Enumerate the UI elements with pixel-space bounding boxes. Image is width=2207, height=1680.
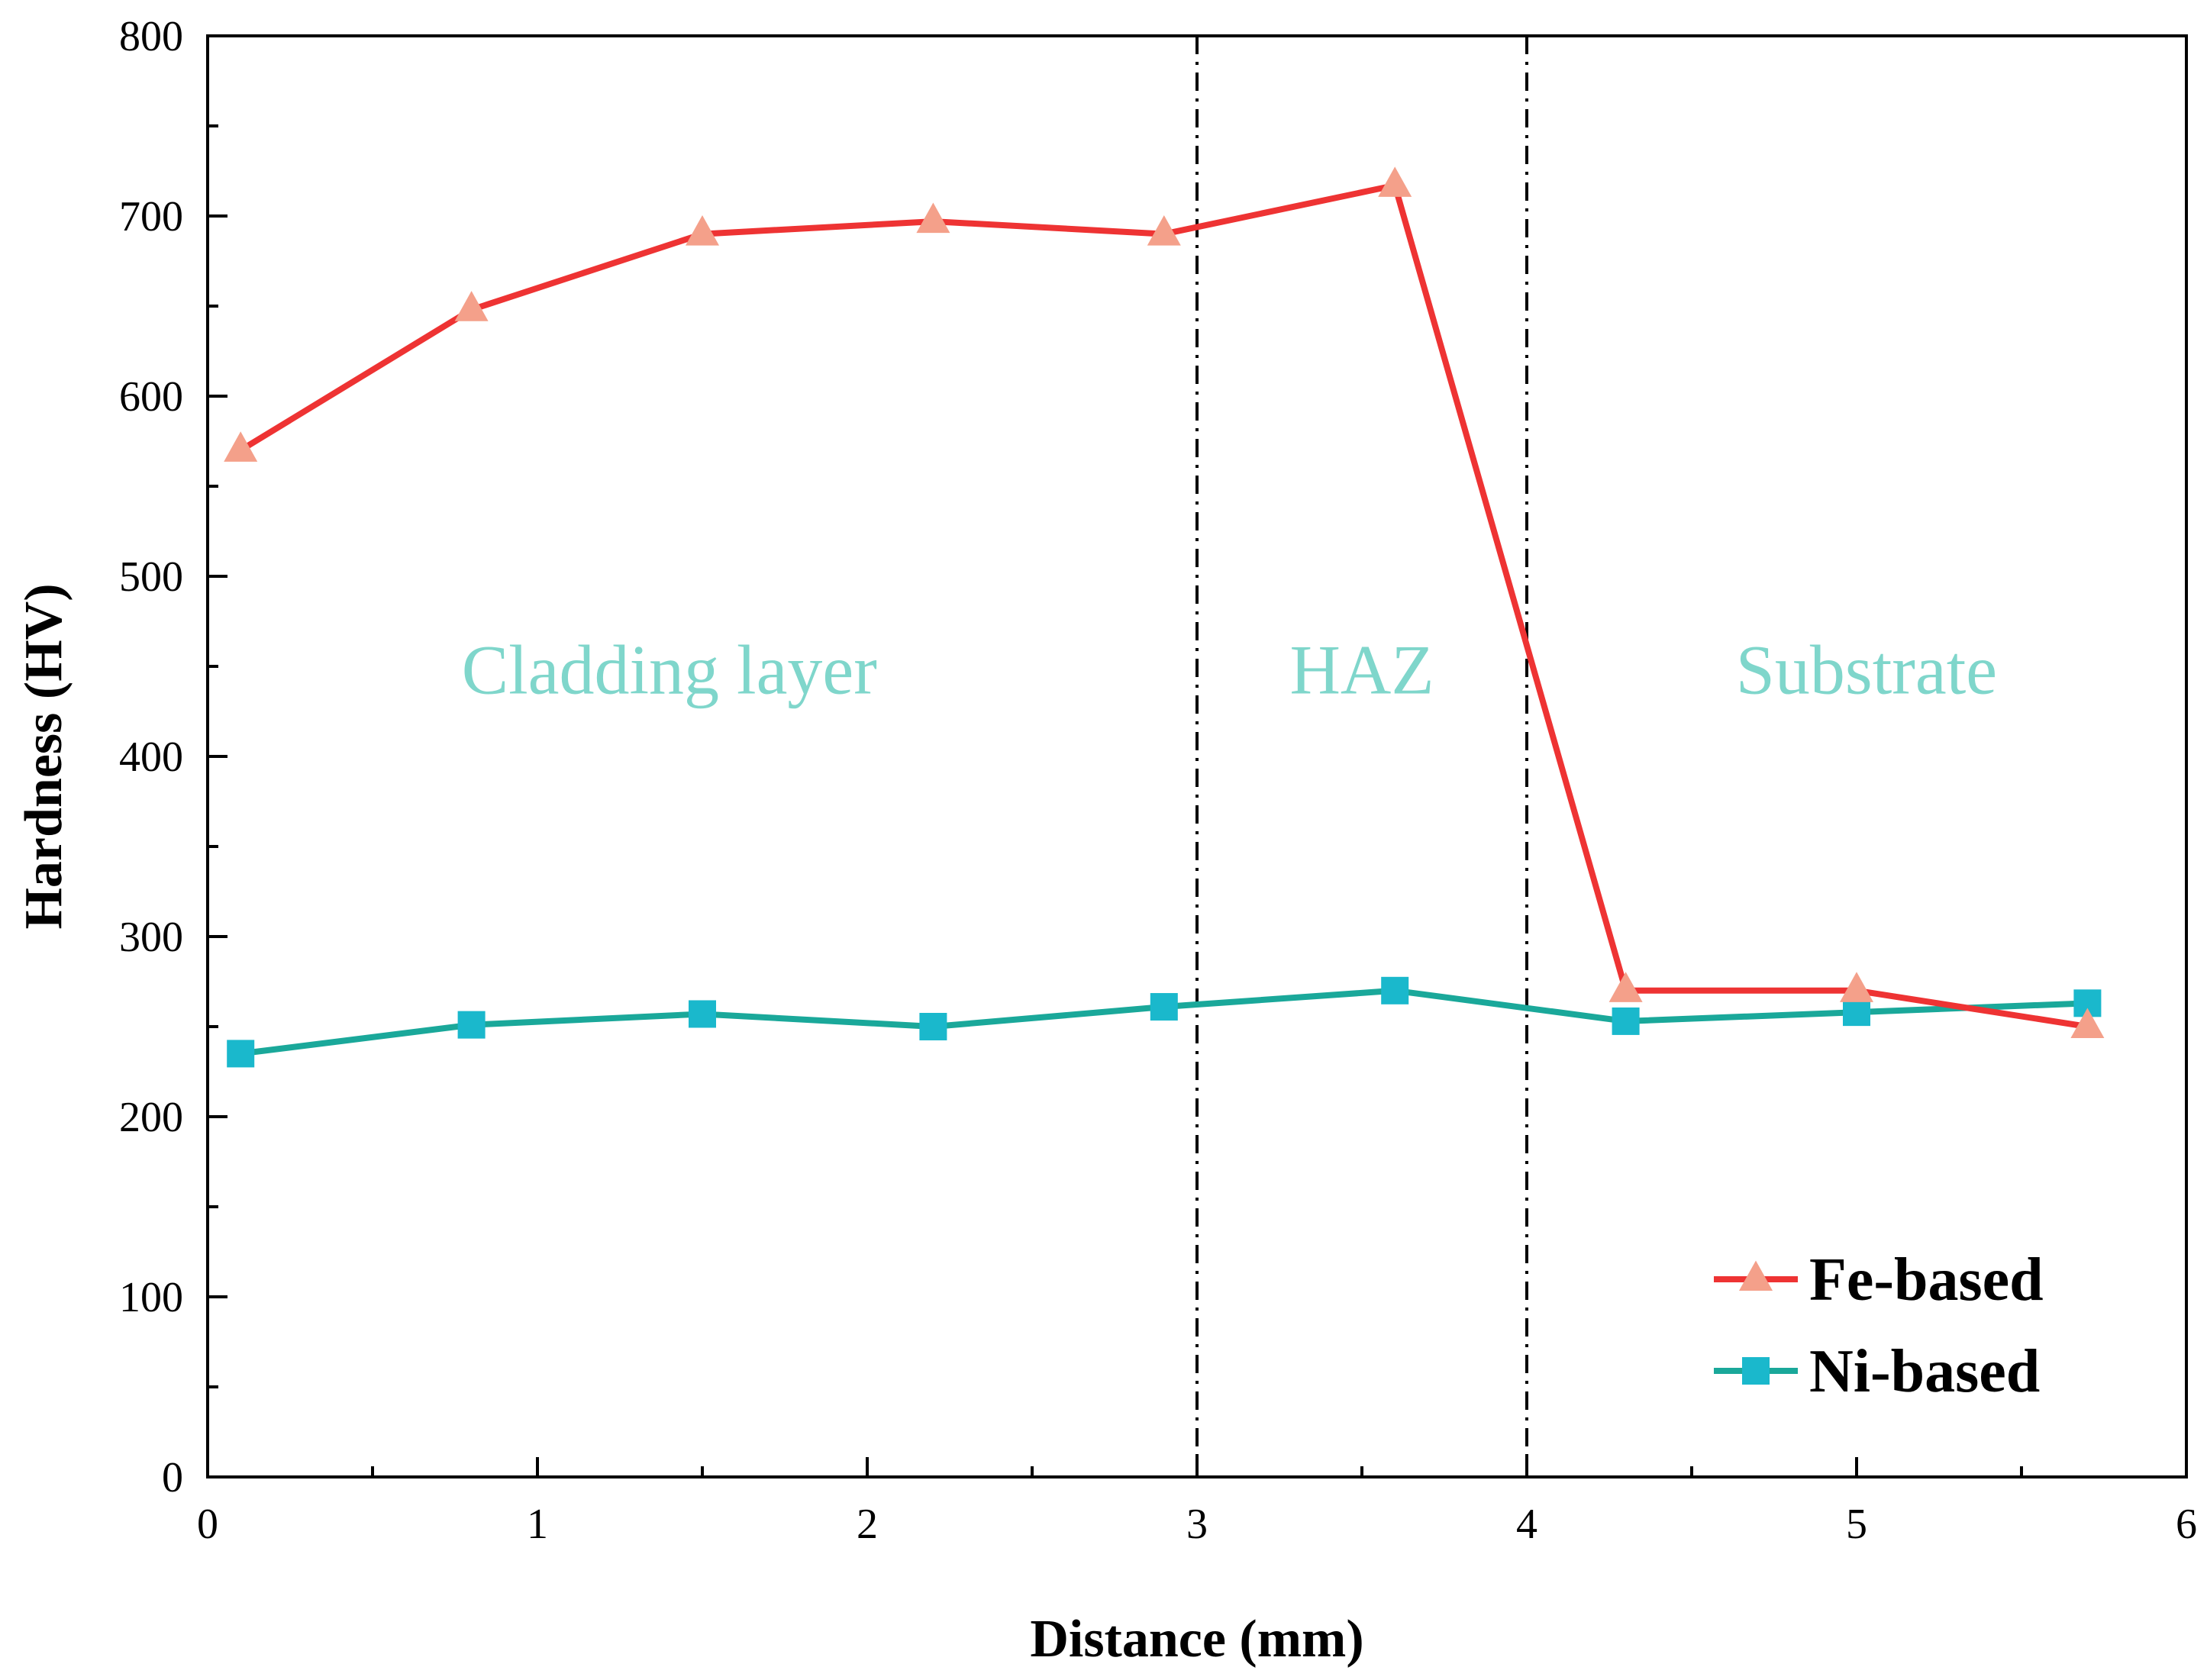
data-point <box>2070 1008 2105 1039</box>
x-tick-label: 3 <box>1186 1501 1208 1548</box>
data-point <box>1147 215 1181 246</box>
legend-item-ni-based: Ni-based <box>1714 1338 2040 1405</box>
y-tick-label: 400 <box>119 734 183 781</box>
x-tick-labels: 0 1 2 3 4 5 6 <box>197 1501 2197 1548</box>
legend: Fe-based Ni-based <box>1714 1246 2044 1405</box>
legend-label: Fe-based <box>1809 1246 2044 1314</box>
x-tick-label: 5 <box>1846 1501 1867 1548</box>
data-point <box>1150 993 1178 1021</box>
legend-marker <box>1742 1357 1770 1385</box>
data-point <box>1381 976 1409 1004</box>
y-axis-title: Hardness (HV) <box>15 583 73 929</box>
region-label: Substrate <box>1736 630 1997 708</box>
x-tick-label: 4 <box>1516 1501 1537 1548</box>
data-point <box>1612 1007 1640 1035</box>
data-point <box>227 1040 255 1068</box>
y-tick-label: 600 <box>119 373 183 421</box>
data-series <box>224 166 2105 1068</box>
data-point <box>454 291 489 321</box>
y-tick-label: 800 <box>119 13 183 60</box>
region-boundaries <box>1195 36 1528 1477</box>
region-label: HAZ <box>1289 630 1434 708</box>
data-point <box>1840 972 1873 1002</box>
x-tick-label: 1 <box>527 1501 548 1548</box>
legend-marker <box>1739 1260 1773 1291</box>
x-tick-label: 2 <box>857 1501 878 1548</box>
data-point <box>916 202 950 234</box>
region-label: Cladding layer <box>462 630 877 708</box>
x-tick-label: 6 <box>2176 1501 2197 1548</box>
x-tick-label: 0 <box>197 1501 218 1548</box>
data-point <box>457 1011 486 1039</box>
y-tick-label: 700 <box>119 193 183 240</box>
legend-label: Ni-based <box>1809 1338 2040 1405</box>
data-point <box>1378 166 1412 197</box>
y-tick-label: 300 <box>119 914 183 961</box>
series-line <box>239 182 2089 1030</box>
x-axis-title: Distance (mm) <box>1030 1610 1363 1669</box>
data-point <box>1843 998 1870 1027</box>
y-tick-label: 100 <box>119 1274 183 1321</box>
data-point <box>224 431 258 462</box>
y-tick-label: 200 <box>119 1094 183 1141</box>
y-tick-label: 0 <box>162 1454 183 1501</box>
legend-item-fe-based: Fe-based <box>1714 1246 2044 1314</box>
region-labels: Cladding layer HAZ Substrate <box>462 630 1997 708</box>
data-point <box>1608 972 1643 1002</box>
axis-ticks <box>206 34 2188 1478</box>
data-point <box>686 215 719 246</box>
y-tick-label: 500 <box>119 553 183 601</box>
data-point <box>689 1000 716 1028</box>
y-tick-labels: 0 100 200 300 400 500 600 700 800 <box>119 13 183 1501</box>
series-fe-based <box>224 166 2105 1039</box>
series-ni-based <box>227 976 2102 1068</box>
data-point <box>919 1013 947 1040</box>
